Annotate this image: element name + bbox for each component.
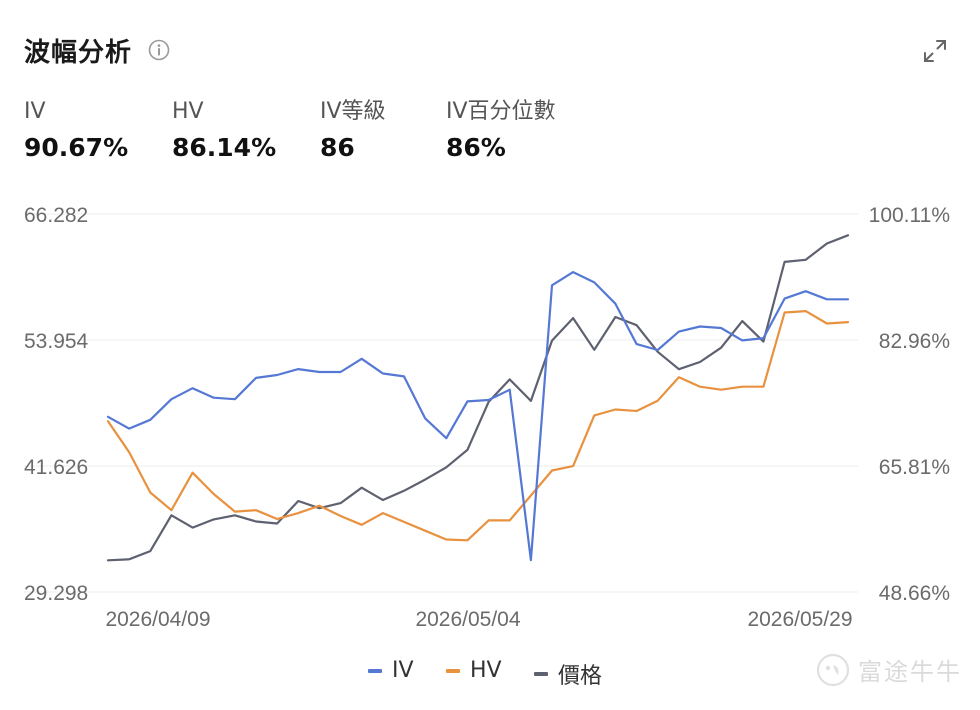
series-line-hv bbox=[106, 309, 850, 542]
legend-swatch-hv bbox=[446, 668, 460, 673]
stat-value: 86% bbox=[446, 133, 506, 162]
stat-label: IV等級 bbox=[320, 99, 386, 124]
x-axis-tick: 2026/05/04 bbox=[415, 608, 520, 631]
right-axis-tick: 48.66% bbox=[879, 582, 950, 605]
stat-value: 86.14% bbox=[172, 133, 277, 162]
expand-icon[interactable] bbox=[920, 36, 950, 66]
stat-iv: IV 90.67% bbox=[24, 96, 128, 168]
legend-label: 價格 bbox=[558, 664, 603, 689]
stat-label: IV bbox=[24, 99, 46, 124]
legend-item-price[interactable]: 價格 bbox=[534, 658, 602, 690]
left-axis-tick: 29.298 bbox=[24, 582, 88, 605]
volatility-chart: 66.282 53.954 41.626 29.298 100.11% 82.96% 65.… bbox=[24, 204, 950, 631]
left-axis-tick: 66.282 bbox=[24, 204, 88, 227]
legend: IV HV 價格 bbox=[0, 658, 980, 692]
right-axis-tick: 82.96% bbox=[879, 330, 950, 353]
stat-value: 90.67% bbox=[24, 133, 129, 162]
left-axis-tick: 41.626 bbox=[24, 456, 88, 479]
futu-niuniu-logo bbox=[816, 653, 850, 686]
x-axis-tick: 2026/05/29 bbox=[747, 608, 852, 631]
stat-value: 86 bbox=[320, 133, 355, 162]
left-axis-tick: 53.954 bbox=[24, 330, 89, 353]
x-axis-tick: 2026/04/09 bbox=[105, 608, 210, 631]
stat-hv: HV 86.14% bbox=[172, 96, 276, 168]
watermark: 富途牛牛 bbox=[816, 652, 962, 687]
series-line-price bbox=[106, 234, 850, 562]
header: 波幅分析 bbox=[24, 30, 170, 70]
stats-row: IV 90.67% HV 86.14% IV等級 86 IV百分位數 86% bbox=[24, 96, 724, 176]
legend-label: IV bbox=[392, 658, 414, 683]
stat-label: HV bbox=[172, 99, 204, 124]
legend-label: HV bbox=[470, 658, 502, 683]
right-axis-tick: 65.81% bbox=[879, 456, 950, 479]
watermark-text: 富途牛牛 bbox=[858, 658, 962, 686]
legend-item-iv[interactable]: IV bbox=[368, 658, 414, 683]
stat-iv-rank: IV等級 86 bbox=[320, 96, 386, 168]
series-line-iv bbox=[106, 270, 850, 562]
axis-layer: 66.282 53.954 41.626 29.298 100.11% 82.96% 65.… bbox=[24, 204, 950, 631]
legend-swatch-iv bbox=[368, 668, 382, 673]
right-axis-tick: 100.11% bbox=[869, 204, 950, 227]
grid-layer bbox=[24, 213, 858, 593]
legend-swatch-price bbox=[534, 672, 548, 676]
legend-item-hv[interactable]: HV bbox=[446, 658, 502, 683]
page-title: 波幅分析 bbox=[24, 37, 133, 68]
stat-label: IV百分位數 bbox=[446, 99, 556, 124]
line-layer bbox=[106, 234, 850, 562]
stat-iv-percentile: IV百分位數 86% bbox=[446, 96, 556, 168]
info-icon[interactable] bbox=[148, 39, 170, 61]
